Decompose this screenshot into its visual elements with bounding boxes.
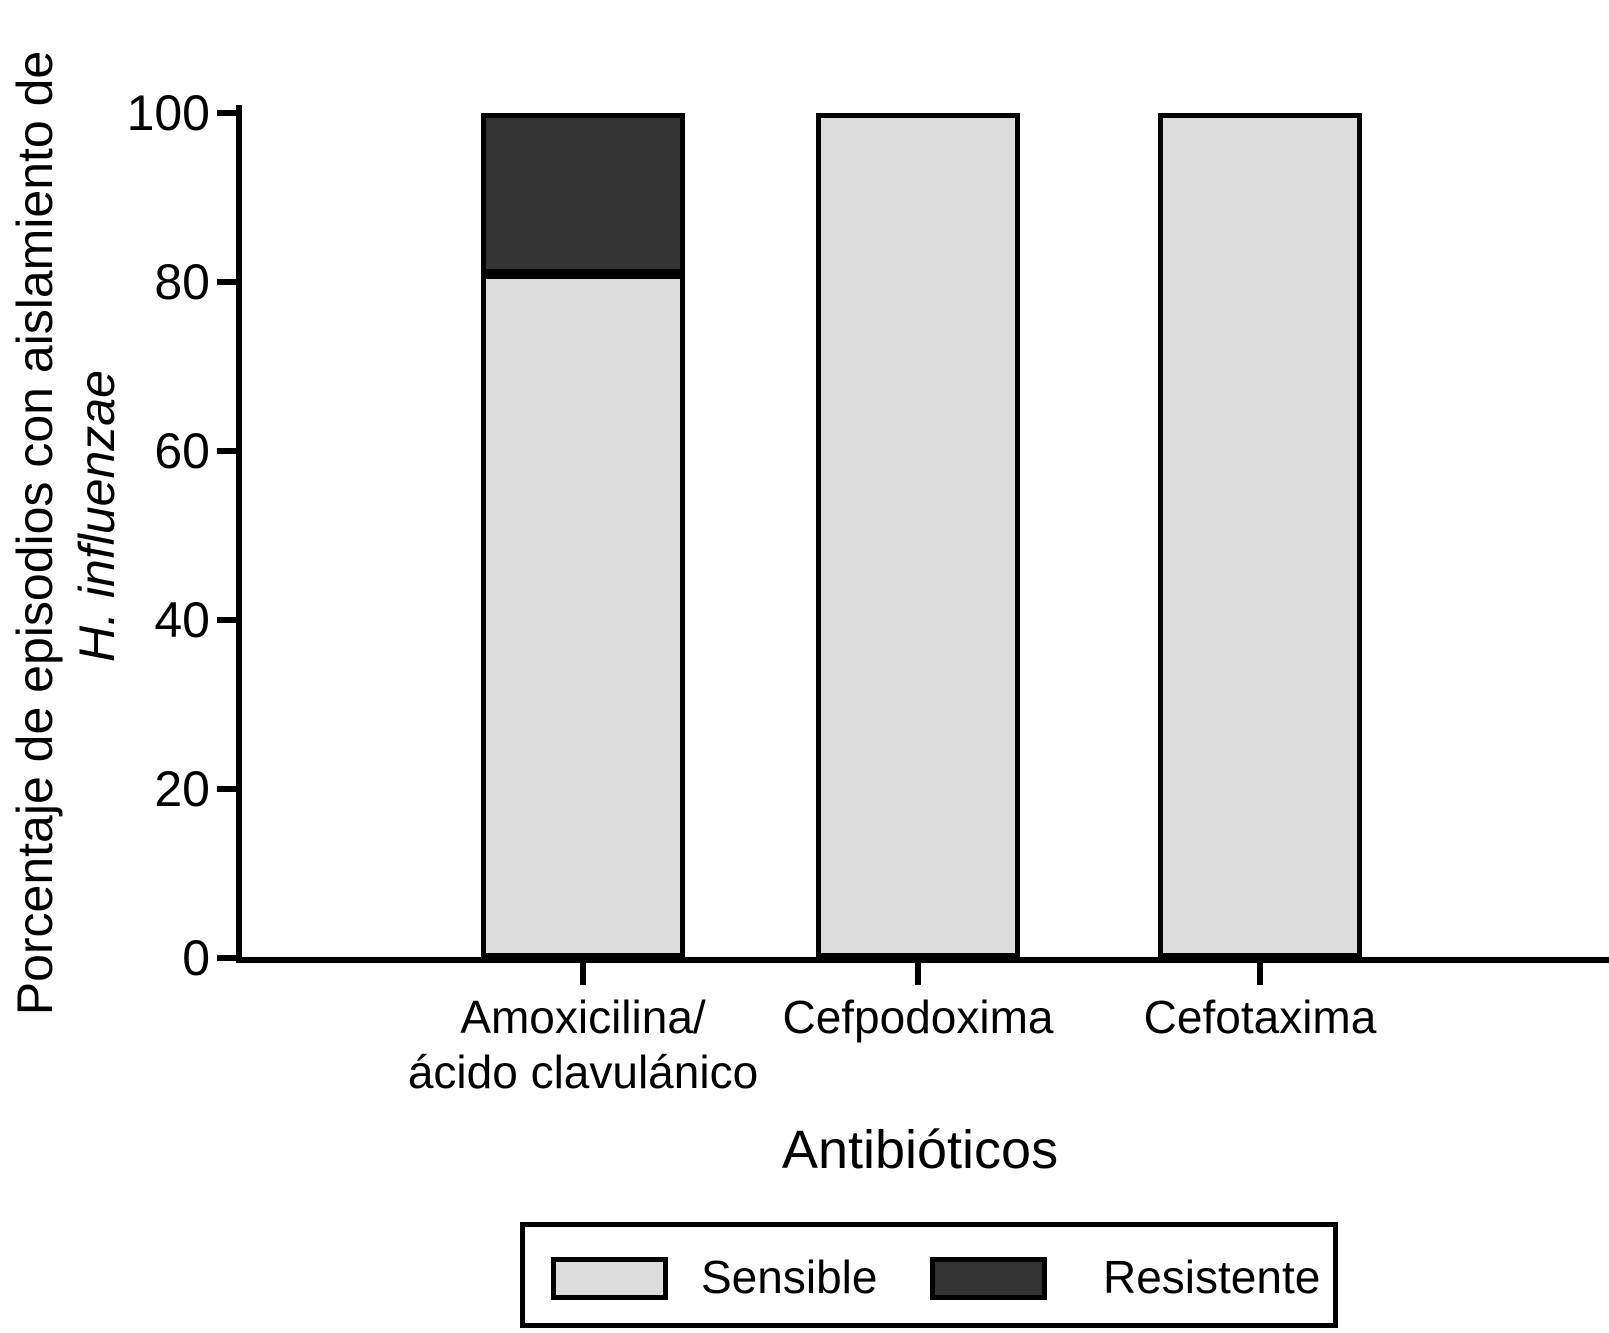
x-tick-1 bbox=[580, 963, 586, 985]
y-axis-line bbox=[236, 105, 242, 963]
y-tick-label: 20 bbox=[154, 761, 210, 817]
x-category-label-3: Cefotaxima bbox=[1000, 990, 1520, 1045]
x-category-label-line: ácido clavulánico bbox=[407, 1046, 759, 1098]
y-tick-label: 100 bbox=[126, 85, 210, 141]
legend-label-sensible: Sensible bbox=[701, 1251, 878, 1303]
x-category-label-1: Amoxicilina/ácido clavulánico bbox=[323, 990, 843, 1100]
x-axis-title: Antibióticos bbox=[781, 1120, 1059, 1180]
y-axis-title-line1: Porcentaje de episodios con aislamiento … bbox=[7, 50, 63, 1016]
legend-label-resistente: Resistente bbox=[1103, 1251, 1321, 1303]
y-tick-label: 80 bbox=[154, 254, 210, 310]
bar-3-segment-sensible bbox=[1158, 113, 1362, 958]
y-tick bbox=[217, 279, 237, 285]
x-tick-2 bbox=[915, 963, 921, 985]
x-category-label-line: Cefpodoxima bbox=[782, 991, 1054, 1043]
y-tick-label: 40 bbox=[154, 592, 210, 648]
legend-box: Sensible Resistente bbox=[520, 1222, 1338, 1328]
bar-1-segment-resistente bbox=[481, 113, 685, 274]
y-tick bbox=[217, 786, 237, 792]
y-tick bbox=[217, 955, 237, 961]
bar-2-segment-sensible bbox=[816, 113, 1020, 958]
legend-swatch-resistente bbox=[930, 1257, 1047, 1300]
x-category-label-line: Amoxicilina/ bbox=[460, 991, 706, 1043]
x-category-label-line: Cefotaxima bbox=[1143, 991, 1377, 1043]
bar-1-segment-sensible bbox=[481, 273, 685, 958]
y-tick-label: 0 bbox=[182, 930, 210, 986]
legend-swatch-sensible bbox=[551, 1257, 668, 1300]
y-tick bbox=[217, 617, 237, 623]
y-tick bbox=[217, 110, 237, 116]
x-axis-line bbox=[236, 957, 1609, 963]
y-tick bbox=[217, 448, 237, 454]
y-tick-label: 60 bbox=[154, 423, 210, 479]
x-tick-3 bbox=[1257, 963, 1263, 985]
y-axis-title-line2: H. influenzae bbox=[69, 370, 125, 662]
x-category-label-2: Cefpodoxima bbox=[658, 990, 1178, 1045]
